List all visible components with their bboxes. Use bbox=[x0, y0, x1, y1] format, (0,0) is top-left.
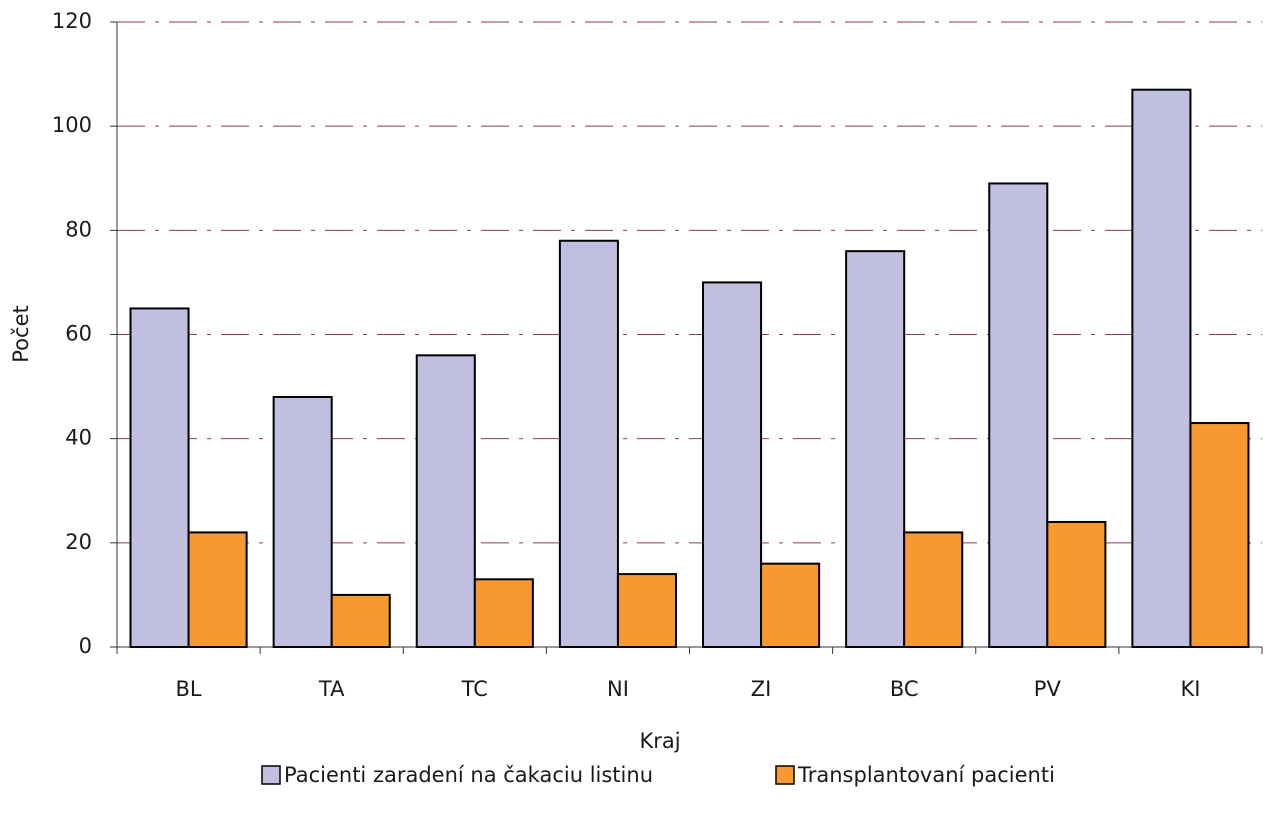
y-tick-label: 20 bbox=[65, 530, 92, 554]
x-tick-label: TC bbox=[461, 677, 488, 701]
bar bbox=[1131, 88, 1192, 649]
bar bbox=[473, 578, 534, 649]
bar bbox=[330, 593, 391, 649]
x-tick-label: NI bbox=[607, 677, 629, 701]
bar bbox=[988, 182, 1049, 648]
bar bbox=[760, 562, 821, 649]
x-tick-label: BL bbox=[176, 677, 202, 701]
y-tick-label: 80 bbox=[65, 217, 92, 241]
bar bbox=[415, 354, 476, 648]
y-tick-label: 60 bbox=[65, 322, 92, 346]
bar bbox=[702, 281, 763, 648]
bar bbox=[903, 531, 964, 649]
y-tick-label: 0 bbox=[79, 634, 92, 658]
bar bbox=[558, 239, 619, 648]
bar bbox=[1046, 521, 1107, 648]
x-tick-label: KI bbox=[1180, 677, 1200, 701]
y-axis-label: Počet bbox=[9, 305, 33, 362]
bar bbox=[129, 307, 190, 648]
x-tick-label: TA bbox=[318, 677, 345, 701]
bar bbox=[1189, 422, 1250, 648]
bar bbox=[616, 573, 677, 648]
legend-swatch bbox=[261, 765, 281, 785]
y-tick-label: 100 bbox=[52, 113, 92, 137]
legend-swatch bbox=[775, 765, 795, 785]
x-tick-label: BC bbox=[890, 677, 919, 701]
y-tick-label: 120 bbox=[52, 9, 92, 33]
bar bbox=[845, 250, 906, 649]
x-axis-label: Kraj bbox=[639, 729, 680, 753]
bar bbox=[272, 396, 333, 648]
legend-label: Transplantovaní pacienti bbox=[797, 763, 1055, 787]
bar bbox=[187, 531, 248, 649]
y-tick-label: 40 bbox=[65, 426, 92, 450]
x-tick-label: ZI bbox=[751, 677, 772, 701]
x-tick-label: PV bbox=[1034, 677, 1062, 701]
legend-label: Pacienti zaradení na čakaciu listinu bbox=[284, 763, 653, 787]
